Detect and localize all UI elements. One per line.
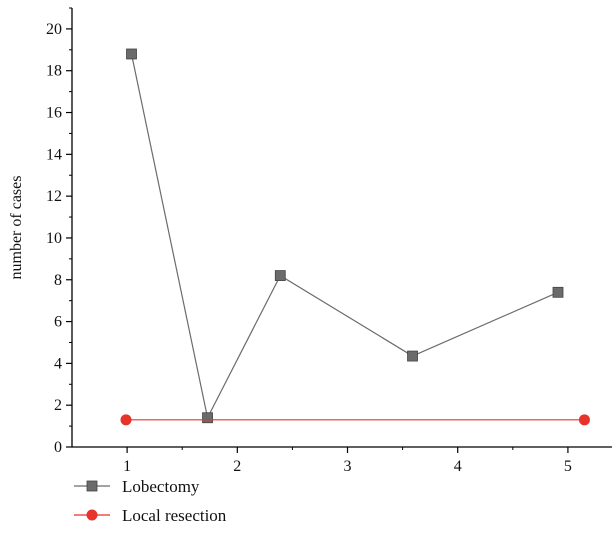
y-tick-label: 0 xyxy=(54,439,62,456)
x-tick-label: 3 xyxy=(344,458,352,475)
x-tick-label: 2 xyxy=(233,458,241,475)
y-tick-label: 14 xyxy=(46,146,62,163)
data-point-lobectomy xyxy=(407,350,418,362)
x-tick-label: 1 xyxy=(123,458,131,475)
y-tick-label: 4 xyxy=(54,355,62,372)
data-point-lobectomy xyxy=(552,286,564,298)
legend-label-local-resection: Local resection xyxy=(122,506,227,525)
legend: Lobectomy Local resection xyxy=(74,477,227,525)
y-axis-title: number of cases xyxy=(8,176,25,280)
legend-marker-lobectomy xyxy=(86,480,98,492)
data-point-local-resection xyxy=(120,414,132,426)
plot-area xyxy=(120,48,590,426)
y-tick-label: 2 xyxy=(54,397,62,414)
data-point-local-resection xyxy=(578,414,590,426)
data-point-lobectomy xyxy=(126,48,137,60)
series-line-lobectomy xyxy=(130,53,559,420)
data-point-lobectomy xyxy=(202,412,213,424)
legend-label-lobectomy: Lobectomy xyxy=(122,477,200,496)
x-tick-label: 4 xyxy=(454,458,462,475)
y-tick-label: 8 xyxy=(54,272,62,289)
y-tick-label: 18 xyxy=(46,63,62,80)
legend-marker-local-resection xyxy=(86,509,98,521)
y-tick-label: 10 xyxy=(46,230,62,247)
y-tick-label: 12 xyxy=(46,188,62,205)
y-tick-label: 20 xyxy=(46,21,62,38)
x-tick-label: 5 xyxy=(564,458,572,475)
y-tick-label: 16 xyxy=(46,105,62,122)
y-tick-label: 6 xyxy=(54,314,62,331)
data-point-lobectomy xyxy=(274,270,286,281)
